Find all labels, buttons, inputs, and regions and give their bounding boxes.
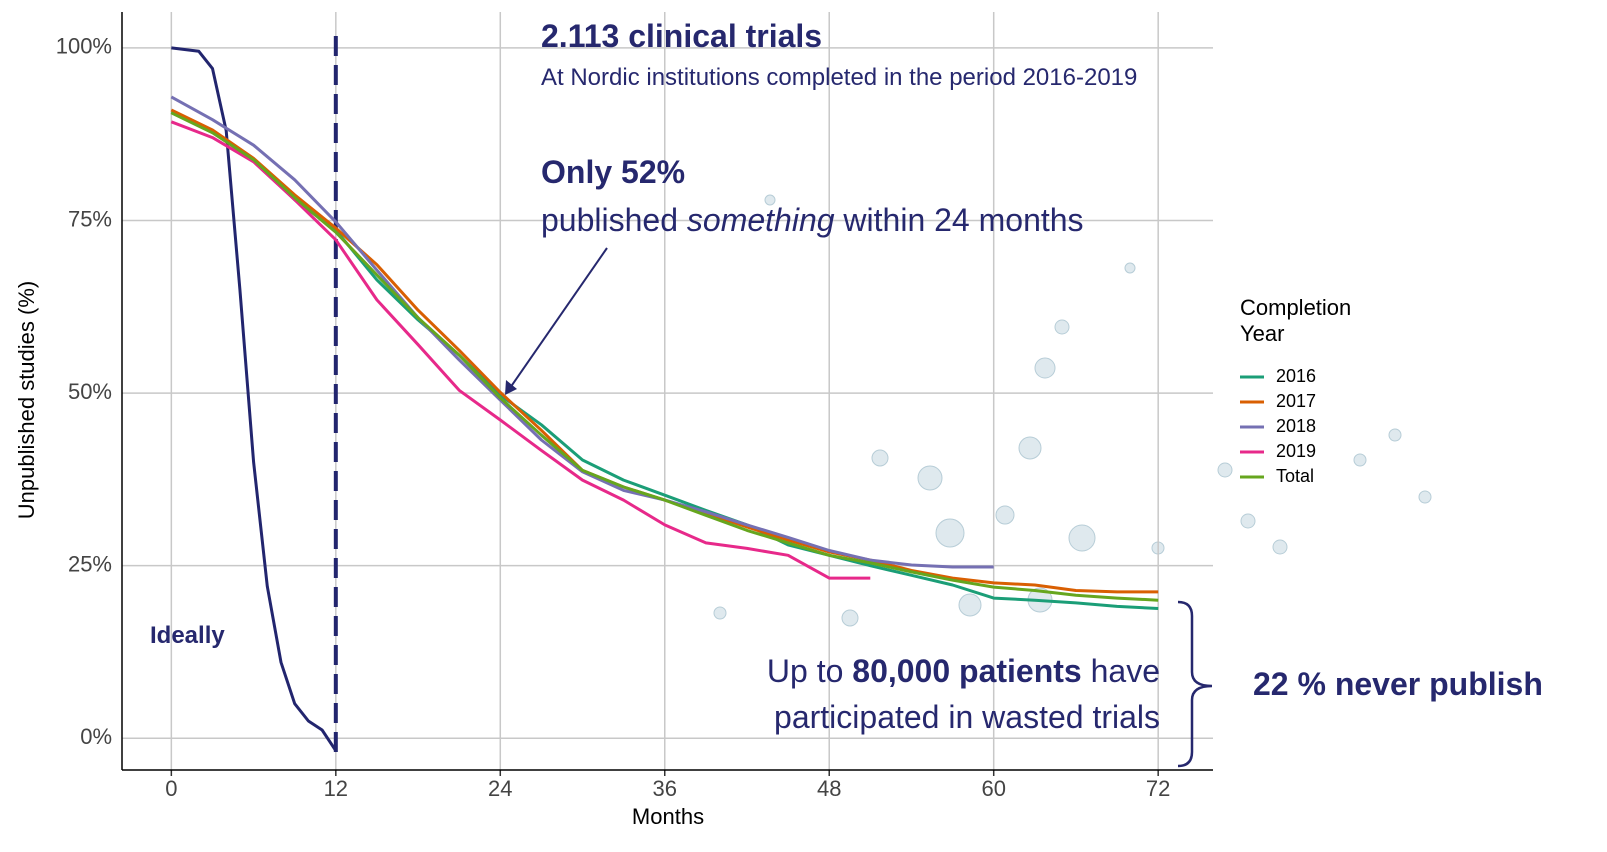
y-axis-title: Unpublished studies (%) [14, 281, 39, 519]
patients-text: Up to 80,000 patients have participated … [690, 648, 1160, 740]
y-tick-label: 50% [68, 379, 112, 404]
legend-label: 2018 [1276, 416, 1316, 436]
annotation-arrow [510, 248, 607, 388]
x-tick-label: 48 [817, 776, 841, 801]
y-tick-label: 25% [68, 551, 112, 576]
never-publish: 22 % never publish [1253, 666, 1543, 703]
reference-label: Ideally [150, 622, 225, 650]
bracket [1178, 602, 1212, 766]
chart-subtitle: At Nordic institutions completed in the … [541, 64, 1137, 92]
text: 80,000 patients [852, 653, 1081, 689]
legend-label: Total [1276, 466, 1314, 486]
legend-title: Completion Year [1240, 295, 1390, 347]
text: something [687, 202, 835, 238]
x-tick-label: 24 [488, 776, 512, 801]
y-tick-label: 0% [80, 724, 112, 749]
x-tick-label: 60 [981, 776, 1005, 801]
y-tick-label: 75% [68, 206, 112, 231]
legend-label: 2017 [1276, 391, 1316, 411]
legend-label: 2019 [1276, 441, 1316, 461]
text: Up to [767, 653, 852, 689]
x-axis-title: Months [632, 804, 704, 829]
x-tick-label: 36 [653, 776, 677, 801]
page: 0% 25% 50% 75% 100% 0 12 24 36 48 60 72 Months Unpu… [0, 0, 1607, 852]
legend-label: 2016 [1276, 366, 1316, 386]
series-line [171, 122, 870, 578]
x-tick-label: 0 [165, 776, 177, 801]
chart-title: 2.113 clinical trials [541, 18, 822, 55]
highlight: Only 52% [541, 154, 685, 191]
x-tick-label: 12 [324, 776, 348, 801]
highlight-text: published something within 24 months [541, 202, 1084, 239]
text: published [541, 202, 687, 238]
background-network [714, 195, 1431, 626]
y-tick-label: 100% [56, 34, 112, 59]
text: within 24 months [835, 202, 1084, 238]
x-tick-label: 72 [1146, 776, 1170, 801]
